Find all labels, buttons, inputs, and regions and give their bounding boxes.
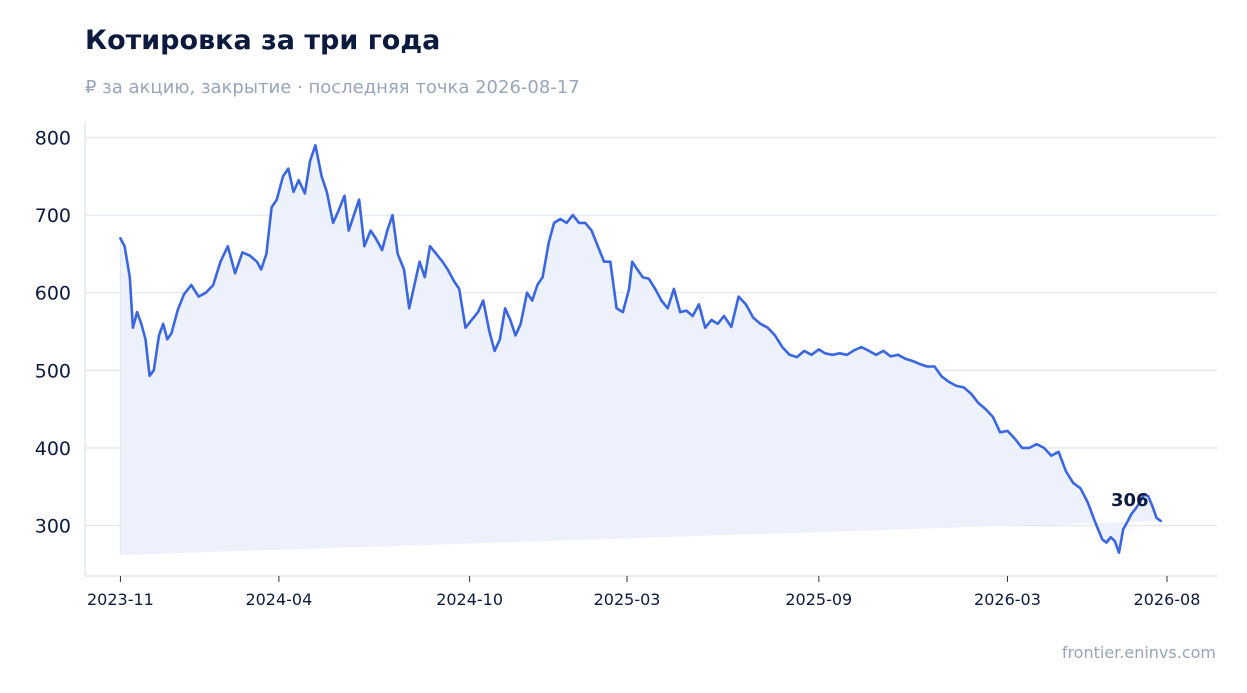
x-tick-label: 2025-09 (785, 590, 852, 609)
price-area-fill (119, 143, 1161, 555)
price-line (119, 144, 1162, 554)
price-line-path (119, 144, 1162, 554)
x-tick-label: 2024-04 (245, 590, 312, 609)
axes (84, 122, 1217, 577)
y-tick-label: 300 (35, 516, 71, 538)
y-tick-label: 600 (35, 283, 71, 305)
x-tick-label: 2026-08 (1134, 590, 1201, 609)
y-axis-ticks: 300 400 500 600 700 800 (35, 128, 71, 538)
y-tick-label: 500 (35, 360, 71, 382)
x-axis-ticks: 2023-11 2024-04 2024-10 2025-03 2025-09 2026-… (87, 576, 1200, 609)
x-tick-label: 2024-10 (436, 590, 503, 609)
x-tick-label: 2023-11 (87, 590, 154, 609)
x-tick-label: 2026-03 (974, 590, 1041, 609)
y-tick-label: 700 (35, 205, 71, 227)
y-tick-label: 800 (35, 128, 71, 150)
chart-title: Котировка за три года (85, 25, 441, 56)
x-tick-label: 2025-03 (594, 590, 661, 609)
y-tick-label: 400 (35, 438, 71, 460)
last-value-label: 306 (1111, 490, 1149, 511)
chart-subtitle: ₽ за акцию, закрытие · последняя точка 2… (85, 77, 580, 98)
source-credit: frontier.eninvs.com (1061, 643, 1216, 662)
price-area (119, 143, 1161, 555)
